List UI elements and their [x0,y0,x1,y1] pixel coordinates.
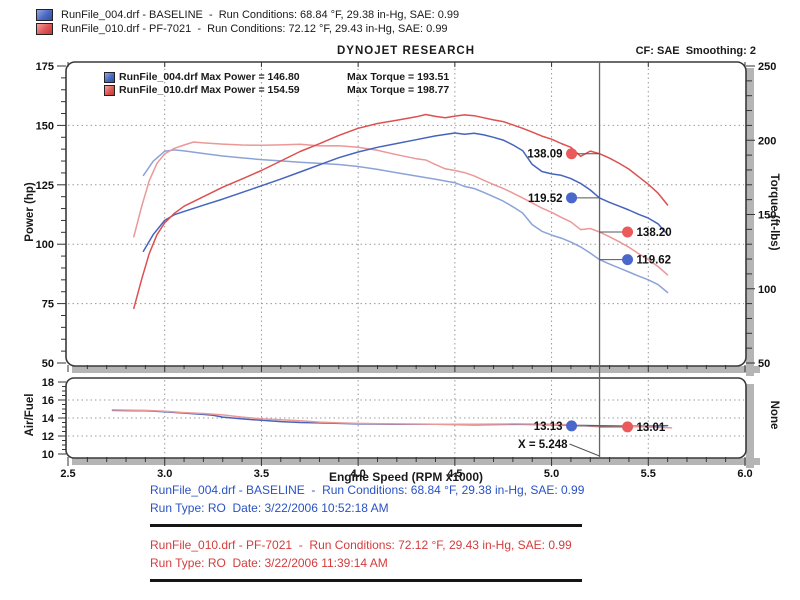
cursor-marker-dot-red [566,148,578,160]
max-values-row-pf7021: RunFile_010.drf Max Power = 154.59 Max T… [104,84,449,97]
cursor-x-value-label: X = 5.248 [518,439,568,451]
axis-tick-label: 175 [36,61,54,73]
axis-tick-label: 200 [758,135,776,147]
axis-tick-label: 14 [42,413,55,425]
cursor-marker-dot-red [622,421,634,433]
axis-ticks [57,62,755,466]
chart-title: DYNOJET RESEARCH [336,45,476,57]
pf7021-color-swatch-icon [36,23,53,35]
axis-tick-label: 50 [42,358,54,370]
cursor-value-label: 119.52 [528,193,563,205]
curve-runfile-004-drf-torque [142,149,669,294]
run1-conditions-line: RunFile_004.drf - BASELINE - Run Conditi… [150,483,585,497]
axis-tick-label: 100 [36,239,54,251]
baseline-color-swatch-icon [36,9,53,21]
axis-tick-label: 3.5 [254,468,269,480]
max-power-text: RunFile_004.drf Max Power = 146.80 [119,71,300,83]
axis-tick-label: 125 [36,180,54,192]
cursor-marker-dot-red [622,226,634,238]
baseline-color-swatch-icon [104,72,115,83]
run-legend-text: RunFile_010.drf - PF-7021 - Run Conditio… [61,23,448,35]
cursor-marker-dot-blue [566,420,578,432]
run-legend-row-baseline: RunFile_004.drf - BASELINE - Run Conditi… [36,8,459,22]
cursor-value-label: 119.62 [637,255,672,267]
pf7021-color-swatch-icon [104,85,115,96]
cursor-value-label: 138.20 [637,227,672,239]
axis-tick-label: 3.0 [157,468,172,480]
max-values-row-baseline: RunFile_004.drf Max Power = 146.80 Max T… [104,71,449,84]
axis-tick-label: 100 [758,284,776,296]
run2-conditions-line: RunFile_010.drf - PF-7021 - Run Conditio… [150,538,572,552]
x-axis-caption: Engine Speed (RPM x1000) [328,470,484,484]
right-channel-none-title: None [768,400,780,430]
run1-type-date-line: Run Type: RO Date: 3/22/2006 10:52:18 AM [150,501,389,515]
run-details-footer: RunFile_004.drf - BASELINE - Run Conditi… [150,481,595,591]
axis-tick-label: 2.5 [60,468,75,480]
max-torque-text: Max Torque = 193.51 [347,71,450,83]
curve-runfile-004-drf-power [142,132,669,253]
axis-tick-label: 18 [42,377,54,389]
run2-type-date-line: Run Type: RO Date: 3/22/2006 11:39:14 AM [150,556,388,570]
power-panel-shadow [746,68,754,376]
footer-divider [150,524,582,527]
run-legend: RunFile_004.drf - BASELINE - Run Conditi… [36,8,459,36]
footer-divider [150,579,582,582]
axis-tick-label: 6.0 [737,468,752,480]
cursor-value-label: 138.09 [527,149,562,161]
axis-tick-label: 5.0 [544,468,559,480]
axis-tick-label: 12 [42,431,54,443]
cursor-marker-dot-blue [622,254,634,266]
axis-tick-label: 4.0 [350,468,365,480]
power-axis-title: Power (hp) [24,182,36,242]
airfuel-axis-title: Air/Fuel [24,393,36,437]
curve-runfile-010-drf-torque [133,141,669,276]
power-torque-chart-frame [65,61,747,367]
axis-tick-label: 10 [42,449,54,461]
axis-tick-label: 150 [36,120,54,132]
axis-tick-label: 50 [758,358,770,370]
max-values-legend: RunFile_004.drf Max Power = 146.80 Max T… [104,71,449,97]
axis-tick-label: 5.5 [641,468,656,480]
torque-axis-title: Torque (ft-lbs) [768,173,780,251]
cursor-value-label: 13.01 [637,422,666,434]
gridlines [68,64,744,456]
curve-runfile-010-drf-power [133,113,669,310]
axis-tick-label: 16 [42,395,54,407]
max-torque-text: Max Torque = 198.77 [347,84,450,96]
run-legend-text: RunFile_004.drf - BASELINE - Run Conditi… [61,9,460,21]
correction-smoothing-label: CF: SAE Smoothing: 2 [635,45,756,57]
axis-tick-label: 250 [758,61,776,73]
axis-tick-label: 75 [42,299,54,311]
airfuel-panel-shadow [746,384,754,468]
run-legend-row-pf7021: RunFile_010.drf - PF-7021 - Run Conditio… [36,22,459,36]
power-panel-shadow [72,366,760,373]
cursor-value-label: 13.13 [534,421,563,433]
axis-tick-label: 150 [758,210,776,222]
axis-tick-label: 4.5 [447,468,462,480]
cursor-x-pointer-line [569,443,600,457]
cursor-marker-dot-blue [566,192,578,204]
max-power-text: RunFile_010.drf Max Power = 154.59 [119,84,300,96]
